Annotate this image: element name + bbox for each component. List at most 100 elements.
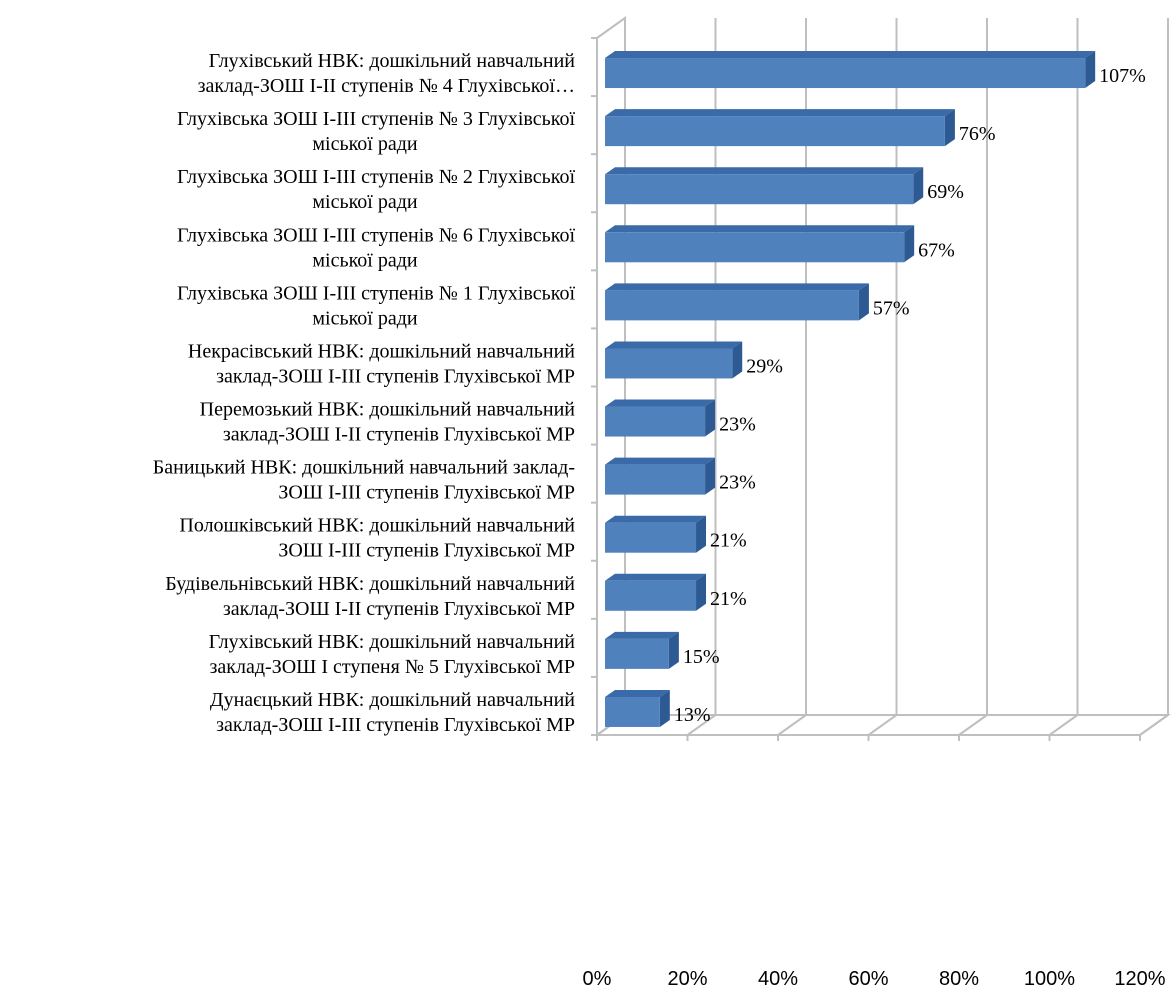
bar-side	[696, 573, 707, 611]
bar-top	[605, 283, 869, 291]
bar-top	[605, 109, 955, 117]
category-label-line: міської ради	[312, 133, 418, 155]
data-label: 15%	[683, 646, 720, 668]
category-label: Будівельнівський НВК: дошкільний навчаль…	[165, 573, 575, 620]
data-label: 21%	[710, 588, 747, 610]
data-label: 21%	[710, 530, 747, 552]
x-tick-label: 20%	[667, 968, 707, 990]
bar-front	[605, 580, 697, 611]
category-label: Глухівська ЗОШ І-ІІІ ступенів № 2 Глухів…	[177, 166, 575, 213]
bar-front	[605, 522, 697, 553]
category-label-line: заклад-ЗОШ І-ІІІ ступенів Глухівської МР	[216, 714, 575, 736]
category-label-line: заклад-ЗОШ І-ІІІ ступенів Глухівської МР	[216, 365, 575, 387]
bar-front	[605, 348, 733, 379]
category-label-line: Глухівський НВК: дошкільний навчальний	[209, 50, 576, 72]
category-label: Некрасівський НВК: дошкільний навчальний…	[188, 340, 575, 387]
category-label: Глухівський НВК: дошкільний навчальний за…	[209, 631, 576, 678]
category-label-line: Глухівська ЗОШ І-ІІІ ступенів № 1 Глухів…	[177, 282, 575, 304]
gridline-floor	[777, 714, 807, 736]
bar: 67%	[605, 225, 955, 263]
data-label: 107%	[1099, 65, 1146, 87]
category-label: Полошківський НВК: дошкільний навчальний…	[179, 515, 575, 562]
data-label: 67%	[918, 239, 955, 261]
bar-front	[605, 290, 859, 321]
bar-top	[605, 631, 679, 639]
category-label-line: Баницький НВК: дошкільний навчальний зак…	[153, 457, 575, 479]
data-label: 29%	[746, 355, 783, 377]
category-label-line: Перемозький НВК: дошкільний навчальний	[200, 399, 576, 421]
category-labels: Глухівський НВК: дошкільний навчальний за…	[153, 50, 576, 736]
category-label-line: Глухівська ЗОШ І-ІІІ ступенів № 3 Глухів…	[177, 108, 575, 130]
bar-top	[605, 399, 716, 407]
gridline-floor	[1139, 714, 1169, 736]
bar-side	[659, 689, 670, 727]
category-label: Перемозький НВК: дошкільний навчальний за…	[200, 399, 576, 446]
bar: 57%	[605, 283, 910, 321]
bar-side	[858, 283, 869, 321]
category-label-line: заклад-ЗОШ І ступеня № 5 Глухівської МР	[210, 656, 576, 678]
data-label: 76%	[959, 123, 996, 145]
category-label-line: заклад-ЗОШ І-ІІ ступенів Глухівської МР	[223, 424, 575, 446]
category-label-line: міської ради	[312, 249, 418, 271]
bar-side	[913, 167, 924, 205]
x-tick-label: 120%	[1114, 968, 1165, 990]
category-label: Глухівська ЗОШ І-ІІІ ступенів № 6 Глухів…	[177, 224, 575, 271]
bar: 15%	[605, 631, 720, 669]
bar-side	[668, 631, 679, 669]
category-label-line: ЗОШ І-ІІІ ступенів Глухівської МР	[278, 482, 575, 504]
bar-front	[605, 406, 706, 437]
category-label-line: Глухівська ЗОШ І-ІІІ ступенів № 2 Глухів…	[177, 166, 575, 188]
bar-side	[705, 457, 716, 495]
bar-side	[904, 225, 915, 263]
category-label-line: Глухівська ЗОШ І-ІІІ ступенів № 6 Глухів…	[177, 224, 575, 246]
data-label: 69%	[927, 181, 964, 203]
gridline-floor	[1048, 714, 1079, 736]
data-label: 57%	[873, 297, 910, 319]
category-label-line: Глухівський НВК: дошкільний навчальний	[209, 631, 576, 653]
bar-side	[944, 109, 955, 147]
bar: 29%	[605, 341, 783, 379]
bar-top	[605, 457, 716, 465]
category-label-line: ЗОШ І-ІІІ ступенів Глухівської МР	[278, 540, 575, 562]
category-label: Дунаєцький НВК: дошкільний навчальний зак…	[210, 689, 575, 736]
gridline-floor	[867, 714, 898, 736]
category-label-line: міської ради	[312, 307, 418, 329]
bar: 23%	[605, 399, 756, 437]
bar: 107%	[605, 51, 1146, 89]
bar-front	[605, 116, 945, 147]
bar-top	[605, 167, 924, 175]
x-tick-label: 80%	[939, 968, 979, 990]
bar-front	[605, 232, 905, 263]
bar: 13%	[605, 689, 710, 727]
bar-front	[605, 464, 706, 495]
category-label-line: Некрасівський НВК: дошкільний навчальний	[188, 340, 575, 362]
bar-top	[605, 573, 707, 581]
bar: 21%	[605, 515, 747, 553]
x-tick-label: 0%	[583, 968, 612, 990]
category-label: Глухівська ЗОШ І-ІІІ ступенів № 3 Глухів…	[177, 108, 575, 155]
bar: 21%	[605, 573, 747, 611]
bar-top	[605, 225, 915, 233]
bar-side	[732, 341, 743, 379]
bar-front	[605, 696, 660, 727]
bar-front	[605, 638, 669, 669]
bar-side	[705, 399, 716, 437]
bar-top	[605, 341, 743, 349]
category-label-line: Будівельнівський НВК: дошкільний навчаль…	[165, 573, 575, 595]
x-tick-label: 40%	[758, 968, 798, 990]
bar: 76%	[605, 109, 996, 147]
bar-side	[696, 515, 707, 553]
category-label: Глухівський НВК: дошкільний навчальний за…	[198, 50, 576, 97]
bar-front	[605, 174, 914, 205]
bars: 107% 76% 69% 67% 57% 29% 23% 23% 21% 21% 15% 13%	[605, 51, 1146, 727]
category-label-line: заклад-ЗОШ І-ІІ ступенів № 4 Глухівської…	[198, 75, 575, 97]
category-label: Баницький НВК: дошкільний навчальний зак…	[153, 457, 575, 504]
category-label-line: Полошківський НВК: дошкільний навчальний	[179, 515, 575, 537]
gridline-floor	[686, 714, 717, 736]
category-label-line: Дунаєцький НВК: дошкільний навчальний	[210, 689, 575, 711]
bar: 69%	[605, 167, 964, 205]
bar-side	[1085, 51, 1096, 89]
bar-top	[605, 689, 670, 697]
x-tick-label: 60%	[848, 968, 888, 990]
